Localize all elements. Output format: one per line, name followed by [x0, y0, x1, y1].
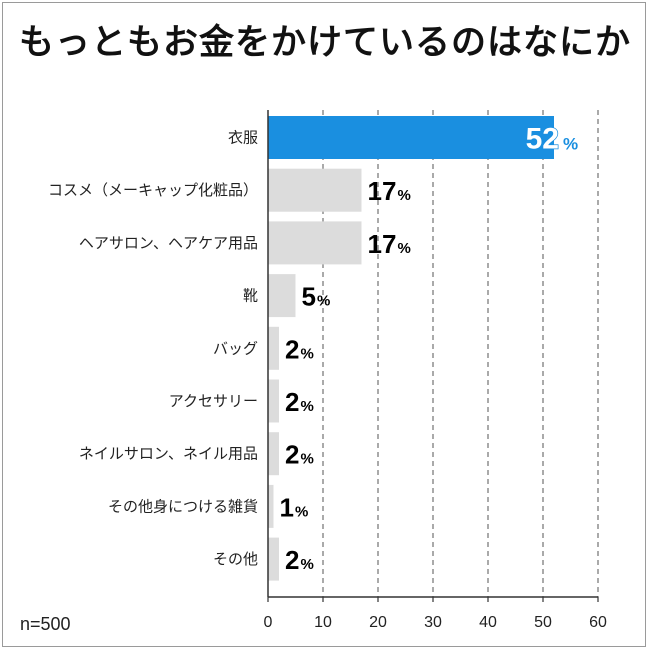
category-label: バッグ — [213, 339, 258, 357]
x-tick-label: 40 — [479, 614, 497, 631]
bar-highlight — [268, 116, 554, 159]
category-label: その他身につける雑貨 — [108, 497, 258, 515]
sample-size-note: n=500 — [20, 614, 71, 634]
bar — [268, 432, 279, 476]
bar — [268, 379, 279, 423]
bar — [268, 326, 279, 370]
value-label: 1 — [280, 492, 294, 522]
category-label: アクセサリー — [169, 392, 258, 410]
value-percent-sign: % — [301, 556, 314, 573]
value-label: 2 — [285, 387, 299, 417]
value-percent-sign: % — [301, 345, 314, 362]
value-percent-sign: % — [295, 503, 308, 520]
bar — [268, 168, 362, 212]
value-label: 17 — [368, 229, 397, 259]
category-label: ヘアサロン、ヘアケア用品 — [79, 234, 258, 252]
value-label: 17 — [368, 176, 397, 206]
category-label: その他 — [213, 550, 258, 568]
value-percent-sign: % — [398, 240, 411, 257]
x-tick-label: 20 — [369, 614, 387, 631]
value-label: 2 — [285, 545, 299, 575]
x-tick-label: 30 — [424, 614, 442, 631]
category-label: 衣服 — [228, 129, 258, 147]
value-percent-sign: % — [563, 135, 578, 154]
x-tick-label: 50 — [534, 614, 552, 631]
bar — [268, 537, 279, 581]
bar — [268, 484, 274, 528]
value-percent-sign: % — [301, 451, 314, 468]
value-label: 2 — [285, 334, 299, 364]
chart-title: もっともお金をかけているのはなにか — [18, 23, 631, 63]
value-label: 52 — [526, 123, 559, 156]
category-label: 靴 — [243, 287, 258, 305]
value-percent-sign: % — [317, 293, 330, 310]
x-tick-label: 60 — [589, 614, 607, 631]
bar — [268, 274, 296, 318]
category-label: コスメ（メーキャップ化粧品） — [48, 181, 258, 199]
value-label: 2 — [285, 440, 299, 470]
x-tick-label: 0 — [264, 614, 273, 631]
x-tick-label: 10 — [314, 614, 332, 631]
value-percent-sign: % — [398, 187, 411, 204]
value-label: 5 — [302, 282, 316, 312]
category-label: ネイルサロン、ネイル用品 — [79, 445, 258, 463]
value-percent-sign: % — [301, 398, 314, 415]
bar — [268, 221, 362, 265]
